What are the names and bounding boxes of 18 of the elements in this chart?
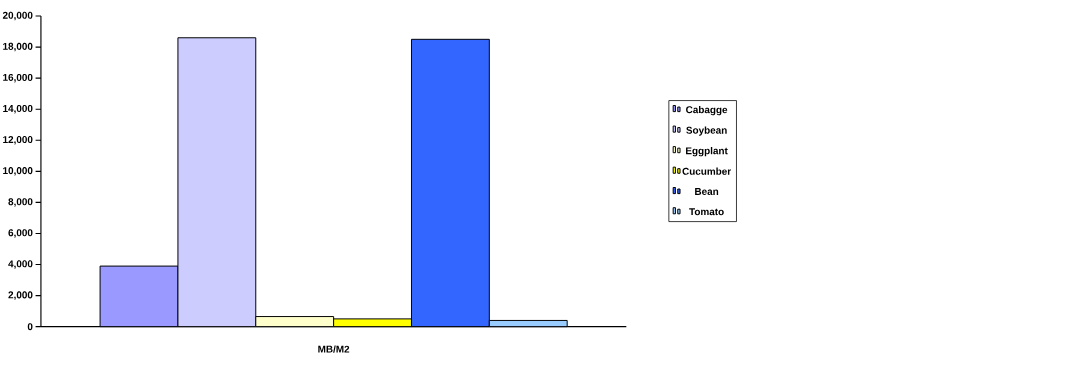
legend-label: Soybean <box>686 126 727 136</box>
y-tick-label: 0 <box>27 323 33 331</box>
legend-label: Cucumber <box>682 167 731 176</box>
legend-label: Cabagge <box>686 106 728 116</box>
y-tick-label: 12,000 <box>3 136 33 145</box>
y-tick-label: 16,000 <box>3 74 33 83</box>
legend-label: Eggplant <box>686 147 728 157</box>
y-tick-label: 4,000 <box>8 260 33 269</box>
y-tick-label: 20,000 <box>2 11 33 21</box>
legend-label: Tomato <box>689 208 724 216</box>
y-tick-label: 18,000 <box>3 43 33 52</box>
y-tick-label: 14,000 <box>3 105 33 114</box>
legend-label: Bean <box>695 188 719 196</box>
y-tick-label: 8,000 <box>8 198 33 207</box>
y-tick-label: 6,000 <box>8 229 33 238</box>
y-tick-label: 2,000 <box>8 291 33 301</box>
x-tick-label: MB/M2 <box>318 345 350 353</box>
y-tick-label: 10,000 <box>3 167 33 176</box>
